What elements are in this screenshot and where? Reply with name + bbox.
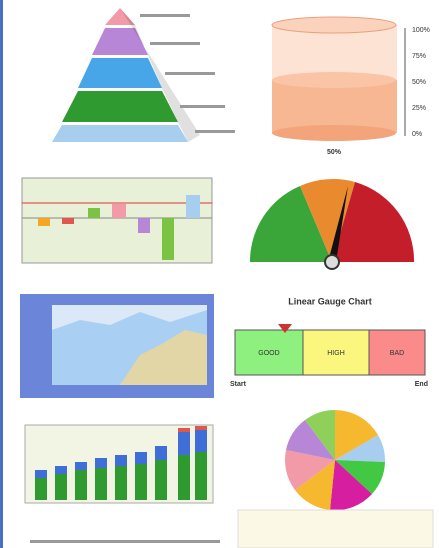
tick-label: 0% — [412, 131, 422, 138]
value-label: 50% — [327, 149, 342, 156]
end-label: End — [415, 381, 428, 388]
area-chart — [20, 294, 214, 398]
start-label: Start — [230, 381, 247, 388]
zone-label: GOOD — [258, 350, 279, 357]
stacked-bar-chart — [24, 424, 220, 543]
angular-gauge — [249, 179, 415, 270]
pie-chart — [237, 410, 434, 548]
gauge-title: Linear Gauge Chart — [288, 296, 372, 306]
zone-label: HIGH — [327, 350, 345, 357]
linear-gauge: Linear Gauge Chart GOOD HIGH BAD Start E… — [230, 296, 428, 387]
left-border — [0, 0, 3, 548]
bar-chart — [21, 177, 213, 264]
zone-label: BAD — [390, 350, 404, 357]
tick-label: 75% — [412, 53, 426, 60]
tick-label: 25% — [412, 105, 426, 112]
pyramid-chart — [52, 8, 235, 142]
tick-label: 100% — [412, 27, 430, 34]
cylinder-chart: 100% 75% 50% 25% 0% 50% — [271, 16, 430, 156]
tick-label: 50% — [412, 79, 426, 86]
